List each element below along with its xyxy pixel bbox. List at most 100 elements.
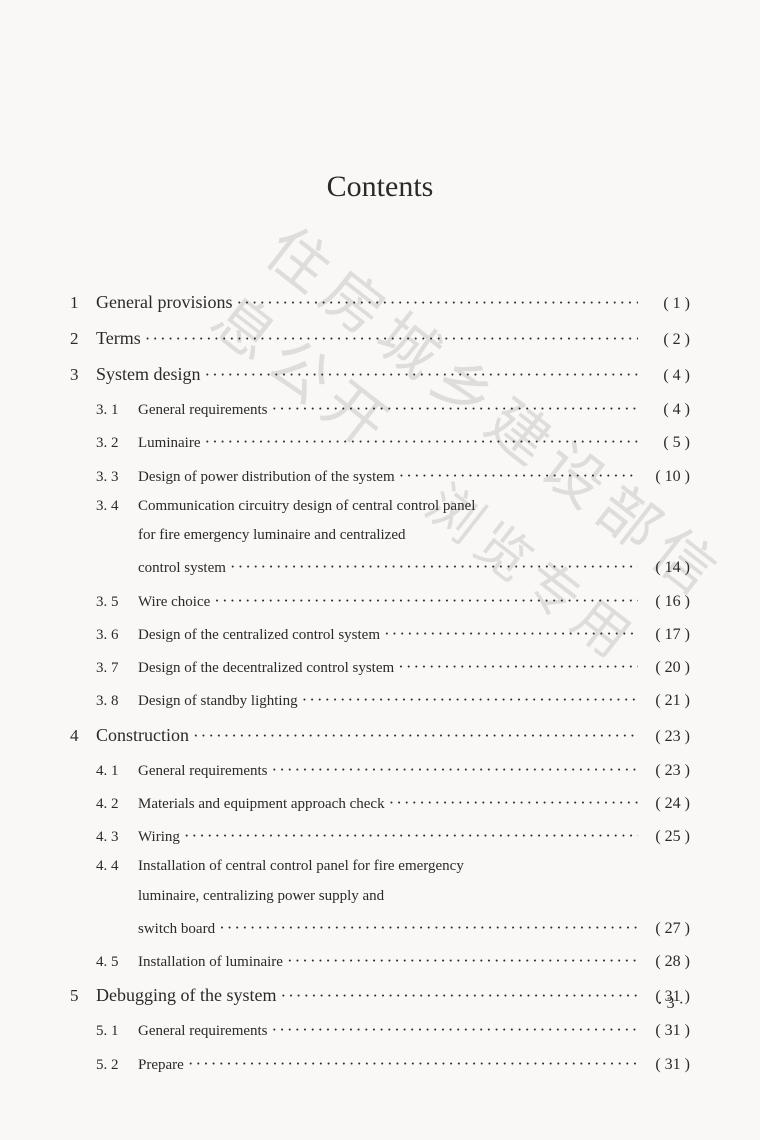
entry-continuation: for fire emergency luminaire and central… — [70, 521, 690, 550]
entry-number: 2 — [70, 322, 96, 356]
entry-label: Design of the decentralized control syst… — [138, 654, 394, 683]
entry-page: ( 23 ) — [638, 721, 690, 753]
toc-entry-main: 2Terms··································… — [70, 320, 690, 356]
toc-entry-sub: 4. 4Installation of central control pane… — [70, 852, 690, 881]
entry-label: System design — [96, 356, 201, 392]
entry-continuation-text: switch board — [138, 915, 215, 944]
toc-entry-main: 4Construction···························… — [70, 717, 690, 753]
toc-entry-sub: 3. 4Communication circuitry design of ce… — [70, 492, 690, 521]
entry-page: ( 28 ) — [638, 946, 690, 977]
entry-label: Prepare — [138, 1051, 184, 1080]
table-of-contents: 1General provisions·····················… — [70, 284, 690, 1080]
entry-page: ( 20 ) — [638, 652, 690, 683]
entry-page: ( 21 ) — [638, 685, 690, 716]
entry-label: Debugging of the system — [96, 977, 276, 1013]
entry-continuation-text: control system — [138, 554, 226, 583]
leader-dots: ········································… — [276, 979, 638, 1013]
leader-dots: ········································… — [268, 753, 638, 786]
entry-number: 3. 2 — [96, 429, 138, 458]
toc-entry-main: 5Debugging of the system················… — [70, 977, 690, 1013]
entry-continuation-last: control system··························… — [70, 550, 690, 583]
entry-page: ( 1 ) — [638, 288, 690, 320]
entry-number: 1 — [70, 286, 96, 320]
leader-dots: ········································… — [180, 819, 638, 852]
leader-dots: ········································… — [226, 550, 638, 583]
entry-number: 3 — [70, 358, 96, 392]
toc-entry-sub: 3. 8Design of standby lighting··········… — [70, 683, 690, 716]
entry-page: ( 16 ) — [638, 586, 690, 617]
toc-entry-sub: 3. 6Design of the centralized control sy… — [70, 617, 690, 650]
entry-label: General requirements — [138, 396, 268, 425]
toc-entry-sub: 4. 5Installation of luminaire···········… — [70, 944, 690, 977]
entry-label: Wire choice — [138, 588, 210, 617]
toc-entry-sub: 5. 2Prepare·····························… — [70, 1047, 690, 1080]
leader-dots: ········································… — [200, 425, 638, 458]
entry-number: 3. 8 — [96, 687, 138, 716]
leader-dots: ········································… — [395, 459, 638, 492]
entry-number: 3. 3 — [96, 463, 138, 492]
entry-label: Design of power distribution of the syst… — [138, 463, 395, 492]
leader-dots: ········································… — [189, 719, 638, 753]
toc-entry-main: 1General provisions·····················… — [70, 284, 690, 320]
entry-number: 3. 1 — [96, 396, 138, 425]
entry-number: 5. 1 — [96, 1017, 138, 1046]
entry-label: Construction — [96, 717, 189, 753]
entry-number: 4. 2 — [96, 790, 138, 819]
toc-entry-sub: 3. 2Luminaire···························… — [70, 425, 690, 458]
entry-label: Design of the centralized control system — [138, 621, 380, 650]
leader-dots: ········································… — [394, 650, 638, 683]
leader-dots: ········································… — [268, 392, 638, 425]
page-container: Contents 1General provisions············… — [0, 0, 760, 1140]
leader-dots: ········································… — [380, 617, 638, 650]
entry-number: 5. 2 — [96, 1051, 138, 1080]
entry-label: Design of standby lighting — [138, 687, 298, 716]
entry-number: 3. 4 — [96, 492, 138, 521]
entry-label: Terms — [96, 320, 141, 356]
entry-label: Luminaire — [138, 429, 200, 458]
entry-number: 3. 6 — [96, 621, 138, 650]
leader-dots: ········································… — [283, 944, 638, 977]
toc-entry-sub: 3. 1General requirements················… — [70, 392, 690, 425]
entry-label: General provisions — [96, 284, 232, 320]
entry-number: 3. 7 — [96, 654, 138, 683]
entry-page: ( 4 ) — [638, 394, 690, 425]
entry-page: ( 24 ) — [638, 788, 690, 819]
entry-page: ( 23 ) — [638, 755, 690, 786]
entry-number: 4. 3 — [96, 823, 138, 852]
toc-entry-sub: 3. 7Design of the decentralized control … — [70, 650, 690, 683]
entry-page: ( 31 ) — [638, 981, 690, 1013]
entry-label: General requirements — [138, 757, 268, 786]
leader-dots: ········································… — [385, 786, 638, 819]
entry-page: ( 31 ) — [638, 1015, 690, 1046]
entry-label: Wiring — [138, 823, 180, 852]
entry-number: 5 — [70, 979, 96, 1013]
entry-page: ( 14 ) — [638, 552, 690, 583]
entry-label: Installation of central control panel fo… — [138, 852, 464, 881]
leader-dots: ········································… — [210, 584, 638, 617]
leader-dots: ········································… — [201, 358, 638, 392]
entry-number: 3. 5 — [96, 588, 138, 617]
leader-dots: ········································… — [268, 1013, 638, 1046]
toc-entry-main: 3System design··························… — [70, 356, 690, 392]
toc-entry-sub: 4. 1General requirements················… — [70, 753, 690, 786]
entry-page: ( 31 ) — [638, 1049, 690, 1080]
entry-continuation: luminaire, centralizing power supply and — [70, 882, 690, 911]
entry-label: Installation of luminaire — [138, 948, 283, 977]
leader-dots: ········································… — [215, 911, 638, 944]
entry-page: ( 10 ) — [638, 461, 690, 492]
page-title: Contents — [70, 170, 690, 204]
leader-dots: ········································… — [298, 683, 638, 716]
toc-entry-sub: 3. 5Wire choice·························… — [70, 584, 690, 617]
entry-label: Materials and equipment approach check — [138, 790, 385, 819]
entry-continuation-last: switch board····························… — [70, 911, 690, 944]
entry-number: 4. 4 — [96, 852, 138, 881]
toc-entry-sub: 3. 3Design of power distribution of the … — [70, 459, 690, 492]
entry-label: General requirements — [138, 1017, 268, 1046]
entry-page: ( 17 ) — [638, 619, 690, 650]
leader-dots: ········································… — [232, 286, 638, 320]
entry-page: ( 25 ) — [638, 821, 690, 852]
entry-number: 4 — [70, 719, 96, 753]
entry-number: 4. 5 — [96, 948, 138, 977]
entry-page: ( 5 ) — [638, 427, 690, 458]
entry-page: ( 2 ) — [638, 324, 690, 356]
